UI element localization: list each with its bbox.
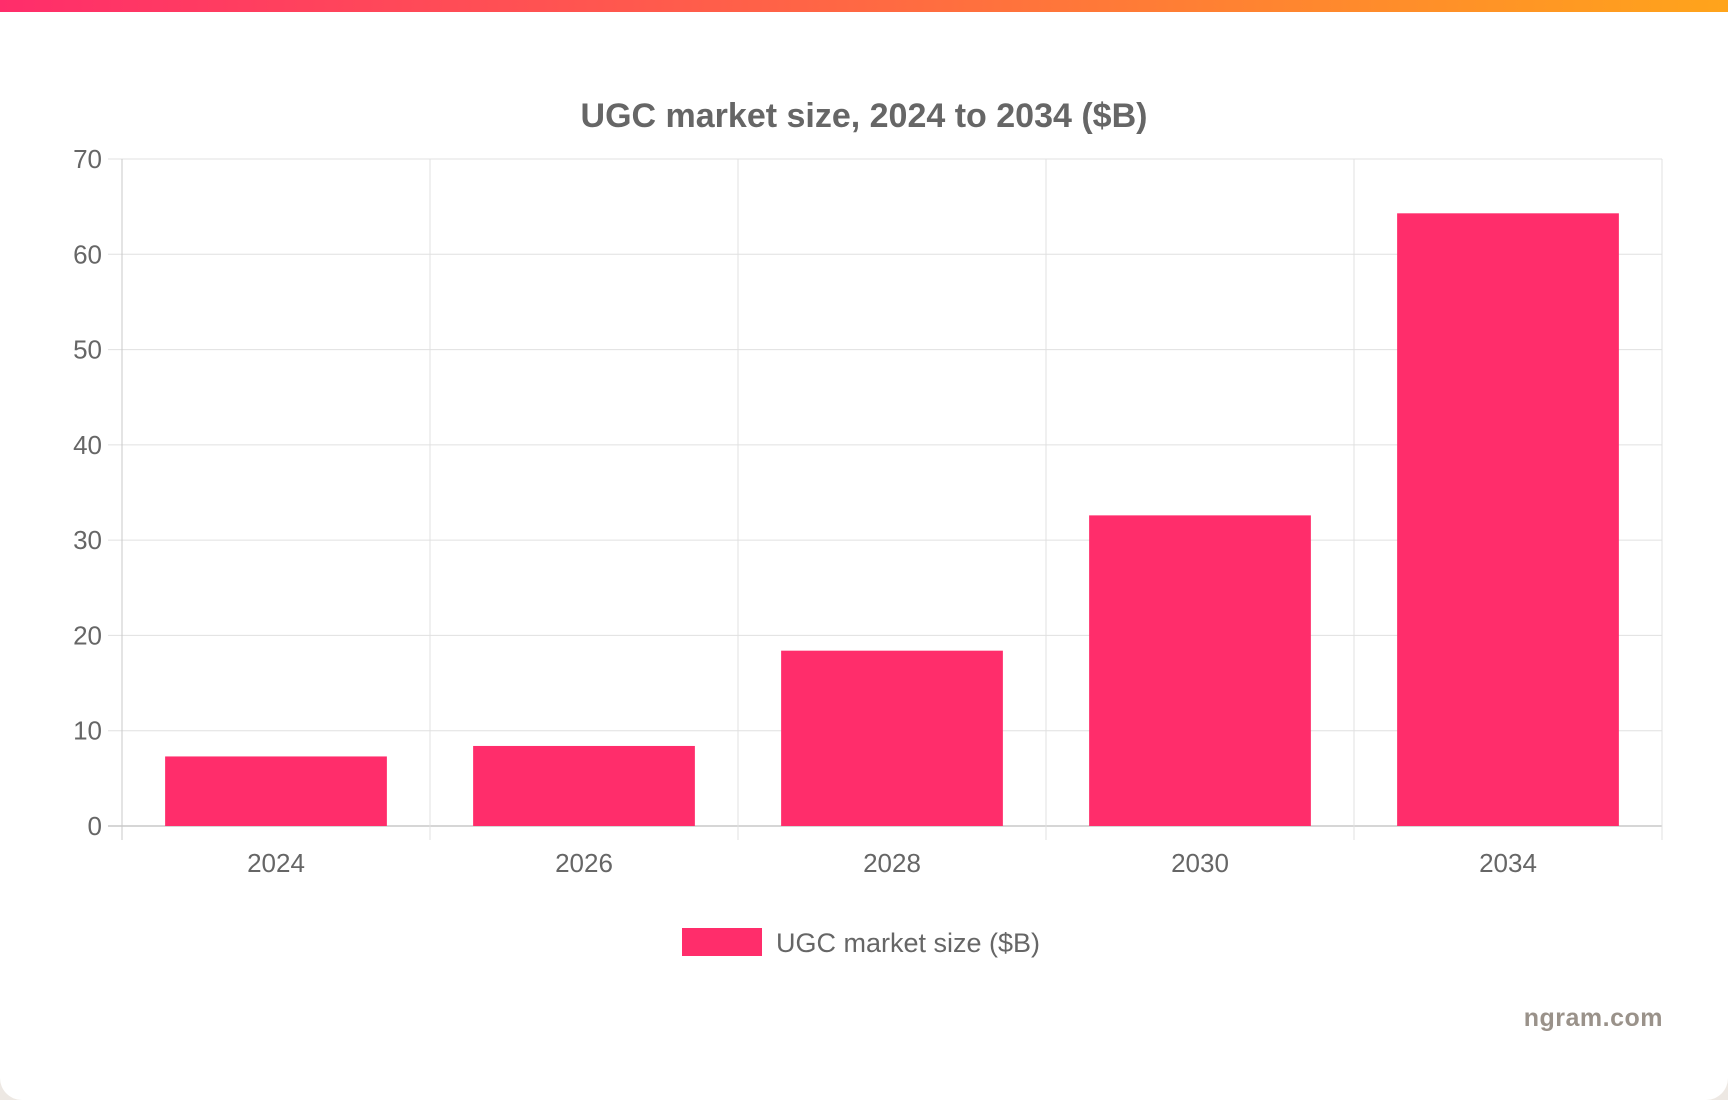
- y-tick-label: 60: [73, 239, 102, 269]
- bars: [165, 213, 1619, 826]
- bar-2034[interactable]: [1397, 213, 1619, 826]
- bar-2028[interactable]: [781, 650, 1003, 826]
- y-tick-label: 40: [73, 430, 102, 460]
- y-tick-label: 50: [73, 335, 102, 365]
- bar-2030[interactable]: [1089, 515, 1311, 826]
- x-tick-label: 2030: [1171, 848, 1229, 878]
- bar-2024[interactable]: [165, 756, 387, 826]
- y-tick-label: 30: [73, 525, 102, 555]
- legend-label: UGC market size ($B): [776, 928, 1040, 958]
- chart-title: UGC market size, 2024 to 2034 ($B): [581, 97, 1148, 135]
- top-gradient-strip: [0, 0, 1728, 12]
- legend[interactable]: UGC market size ($B): [682, 928, 1040, 958]
- x-tick-label: 2024: [247, 848, 305, 878]
- legend-swatch: [682, 928, 762, 956]
- x-tick-label: 2026: [555, 848, 613, 878]
- y-tick-label: 20: [73, 620, 102, 650]
- watermark: ngram.com: [1523, 1004, 1663, 1032]
- y-tick-label: 0: [88, 811, 102, 841]
- y-tick-label: 70: [73, 144, 102, 174]
- x-tick-label: 2028: [863, 848, 921, 878]
- bar-2026[interactable]: [473, 745, 695, 826]
- y-tick-label: 10: [73, 716, 102, 746]
- x-tick-label: 2034: [1479, 848, 1537, 878]
